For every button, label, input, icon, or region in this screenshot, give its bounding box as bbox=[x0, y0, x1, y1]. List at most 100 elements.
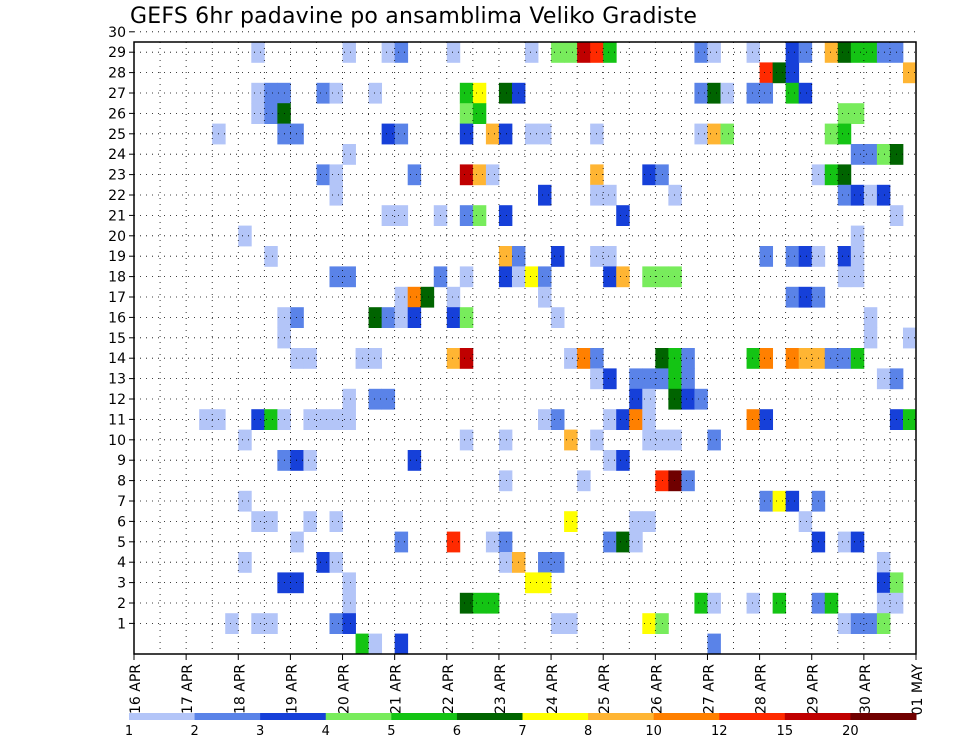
heatmap-cell bbox=[564, 429, 578, 451]
heatmap-cell bbox=[459, 103, 474, 124]
heatmap-cell bbox=[824, 592, 839, 614]
heatmap-cell bbox=[368, 307, 383, 328]
heatmap-cell bbox=[251, 511, 265, 532]
heatmap-cell bbox=[642, 429, 656, 451]
heatmap-cell bbox=[551, 613, 565, 634]
heatmap-cell bbox=[746, 592, 760, 614]
heatmap-cell bbox=[329, 552, 343, 573]
legend-label: 10 bbox=[645, 724, 662, 739]
y-tick-label: 27 bbox=[108, 86, 126, 102]
heatmap-cell bbox=[459, 429, 474, 451]
heatmap-cell bbox=[694, 388, 708, 410]
heatmap-cell bbox=[329, 511, 343, 532]
y-tick-label: 11 bbox=[108, 412, 126, 428]
legend-label: 4 bbox=[322, 724, 330, 739]
heatmap-cell bbox=[759, 409, 774, 430]
heatmap-cell bbox=[342, 592, 356, 614]
heatmap-cell bbox=[290, 307, 304, 328]
heatmap-cell bbox=[694, 82, 708, 104]
heatmap-cell bbox=[863, 144, 878, 165]
legend-swatch bbox=[588, 713, 655, 720]
heatmap-cell bbox=[238, 429, 252, 451]
heatmap-cell bbox=[798, 42, 813, 63]
heatmap-cell bbox=[394, 307, 409, 328]
heatmap-cell bbox=[681, 388, 695, 410]
heatmap-cell bbox=[564, 348, 578, 369]
heatmap-cell bbox=[407, 286, 422, 308]
x-tick-label: 21 APR bbox=[389, 664, 405, 714]
heatmap-cell bbox=[329, 613, 343, 634]
heatmap-cell bbox=[251, 409, 265, 430]
heatmap-cell bbox=[459, 307, 474, 328]
heatmap-cell bbox=[798, 348, 813, 369]
heatmap-cell bbox=[850, 184, 865, 206]
heatmap-cell bbox=[472, 103, 487, 124]
heatmap-cell bbox=[564, 613, 578, 634]
heatmap-cell bbox=[616, 205, 630, 226]
grid-layer bbox=[134, 31, 916, 654]
heatmap-cell bbox=[902, 327, 917, 349]
heatmap-cell bbox=[707, 429, 721, 451]
heatmap-cell bbox=[746, 82, 760, 104]
heatmap-cell bbox=[642, 511, 656, 532]
heatmap-cell bbox=[629, 531, 643, 553]
heatmap-cell bbox=[707, 82, 721, 104]
heatmap-cell bbox=[785, 286, 800, 308]
heatmap-cell bbox=[668, 388, 682, 410]
heatmap-cell bbox=[759, 348, 774, 369]
y-tick-label: 1 bbox=[117, 616, 126, 632]
heatmap-cell bbox=[342, 613, 356, 634]
heatmap-cell bbox=[577, 470, 591, 492]
heatmap-cell bbox=[290, 450, 304, 471]
heatmap-cell bbox=[498, 531, 513, 553]
x-tick-label: 26 APR bbox=[649, 664, 665, 714]
heatmap-cell bbox=[368, 348, 383, 369]
heatmap-cell bbox=[342, 266, 356, 288]
heatmap-cell bbox=[238, 552, 252, 573]
heatmap-cell bbox=[668, 429, 682, 451]
heatmap-cell bbox=[798, 286, 813, 308]
x-tick-label: 27 APR bbox=[701, 664, 717, 714]
legend-swatch bbox=[784, 713, 851, 720]
heatmap-cell bbox=[746, 42, 760, 63]
legend: 1 2 3 4 5 6 7 8 10 12 15 20 bbox=[125, 713, 917, 739]
heatmap-cell bbox=[629, 409, 643, 430]
y-tick-label: 10 bbox=[108, 433, 126, 449]
x-tick-label: 22 APR bbox=[441, 664, 457, 714]
heatmap-cell bbox=[785, 82, 800, 104]
heatmap-cell bbox=[498, 123, 513, 145]
heatmap-cell bbox=[837, 42, 852, 63]
x-tick-label: 16 APR bbox=[128, 664, 144, 714]
legend-label: 3 bbox=[256, 724, 264, 739]
heatmap-cell bbox=[837, 246, 852, 267]
heatmap-cell bbox=[603, 409, 617, 430]
heatmap-cell bbox=[251, 103, 265, 124]
x-tick-label: 30 APR bbox=[858, 664, 874, 714]
heatmap-cell bbox=[668, 184, 682, 206]
y-tick-label: 7 bbox=[117, 494, 126, 510]
heatmap-cell bbox=[381, 123, 396, 145]
heatmap-cell bbox=[316, 552, 330, 573]
heatmap-cell bbox=[472, 592, 487, 614]
heatmap-cell bbox=[498, 82, 513, 104]
x-tick-label: 25 APR bbox=[597, 664, 613, 714]
heatmap-cell bbox=[876, 42, 891, 63]
heatmap-cell bbox=[759, 490, 774, 512]
heatmap-cell bbox=[642, 164, 656, 186]
heatmap-cell bbox=[355, 633, 369, 655]
y-tick-label: 14 bbox=[108, 351, 126, 367]
heatmap-cell bbox=[290, 531, 304, 553]
heatmap-cell bbox=[837, 103, 852, 124]
y-tick-label: 2 bbox=[117, 596, 126, 612]
x-tick-label: 18 APR bbox=[232, 664, 248, 714]
heatmap-cell bbox=[642, 266, 656, 288]
heatmap-cell bbox=[629, 511, 643, 532]
chart-title: GEFS 6hr padavine po ansamblima Veliko G… bbox=[130, 4, 698, 29]
heatmap-cell bbox=[850, 266, 865, 288]
heatmap-cell bbox=[837, 613, 852, 634]
y-tick-label: 22 bbox=[108, 188, 126, 204]
legend-label: 1 bbox=[125, 724, 133, 739]
heatmap-cell bbox=[759, 62, 774, 84]
heatmap-cell bbox=[824, 123, 839, 145]
heatmap-cell bbox=[720, 82, 734, 104]
